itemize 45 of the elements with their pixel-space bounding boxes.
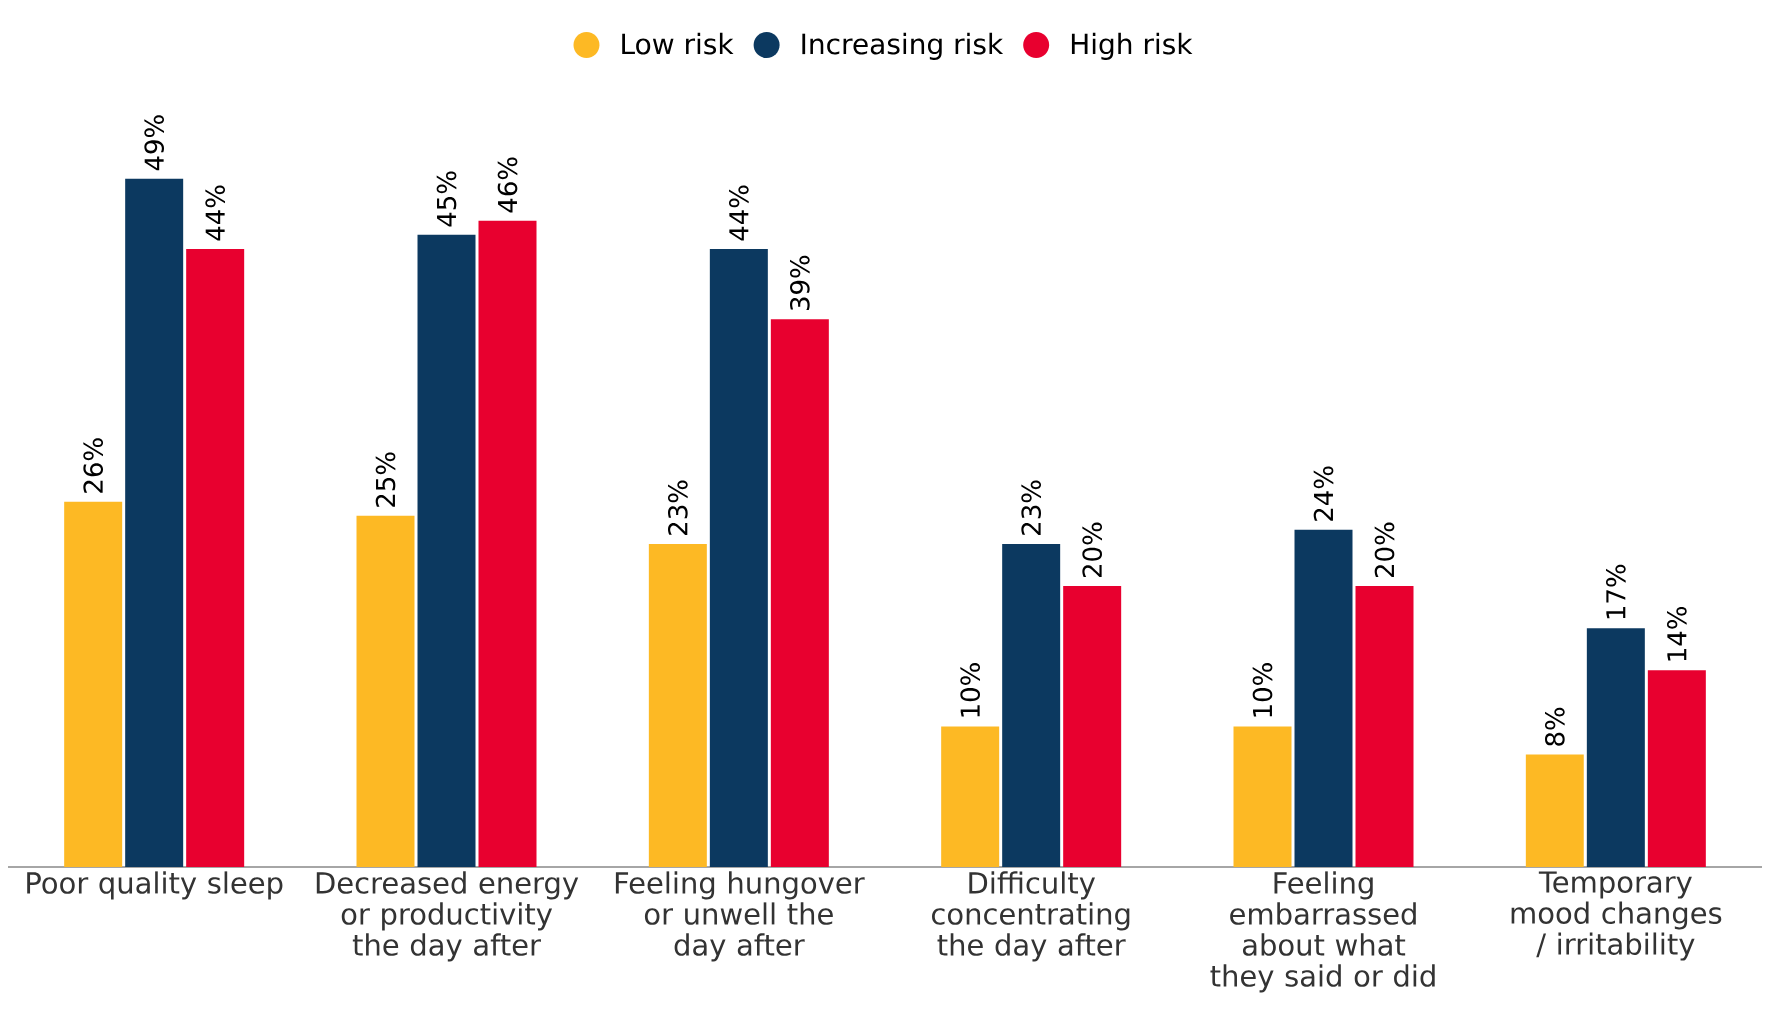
legend-label: Increasing risk [802, 32, 1004, 60]
data-label: 10% [960, 663, 981, 717]
bar [186, 248, 245, 867]
bar [648, 543, 707, 867]
data-label: 44% [205, 185, 226, 241]
bar [478, 220, 537, 867]
legend-label: High risk [1071, 32, 1193, 60]
data-label: 17% [1606, 564, 1626, 619]
bar [417, 234, 476, 867]
x-tick-label: Difficulty concentrating the day after [932, 871, 1130, 962]
x-tick-label: Feeling embarrassed about what they said or did [1210, 871, 1435, 993]
data-label: 39% [790, 255, 810, 311]
bar [1294, 529, 1353, 867]
data-label: 10% [1252, 663, 1273, 717]
data-label: 49% [144, 115, 165, 171]
x-tick-label: Temporary mood changes / irritability [1511, 871, 1722, 961]
data-label: 20% [1374, 522, 1395, 578]
data-label: 20% [1082, 522, 1103, 578]
bar [709, 248, 768, 867]
x-tick-label: Poor quality sleep [27, 871, 283, 900]
bar [125, 178, 184, 867]
bar [1586, 628, 1645, 867]
data-label: 26% [83, 438, 104, 493]
bar [1063, 586, 1122, 867]
legend-label: Low risk [622, 32, 734, 55]
data-label: 44% [729, 185, 749, 241]
bar [64, 501, 123, 867]
bar [1355, 586, 1414, 867]
bar [1525, 754, 1584, 867]
data-label: 46% [497, 157, 518, 213]
bar [941, 726, 1000, 867]
data-label: 14% [1667, 606, 1687, 661]
bar [1002, 543, 1061, 867]
data-label: 45% [436, 171, 457, 227]
data-label: 23% [668, 480, 688, 535]
x-tick-label: Feeling hungover or unwell the day after [615, 871, 865, 962]
bar [1233, 726, 1292, 867]
data-label: 8% [1545, 707, 1565, 746]
bar [356, 515, 415, 867]
data-label: 25% [375, 452, 396, 507]
data-label: 23% [1021, 480, 1042, 535]
bar [770, 319, 829, 867]
x-tick-label: Decreased energy or productivity the day after [316, 871, 579, 962]
bar [1647, 670, 1706, 867]
data-label: 24% [1313, 466, 1334, 521]
